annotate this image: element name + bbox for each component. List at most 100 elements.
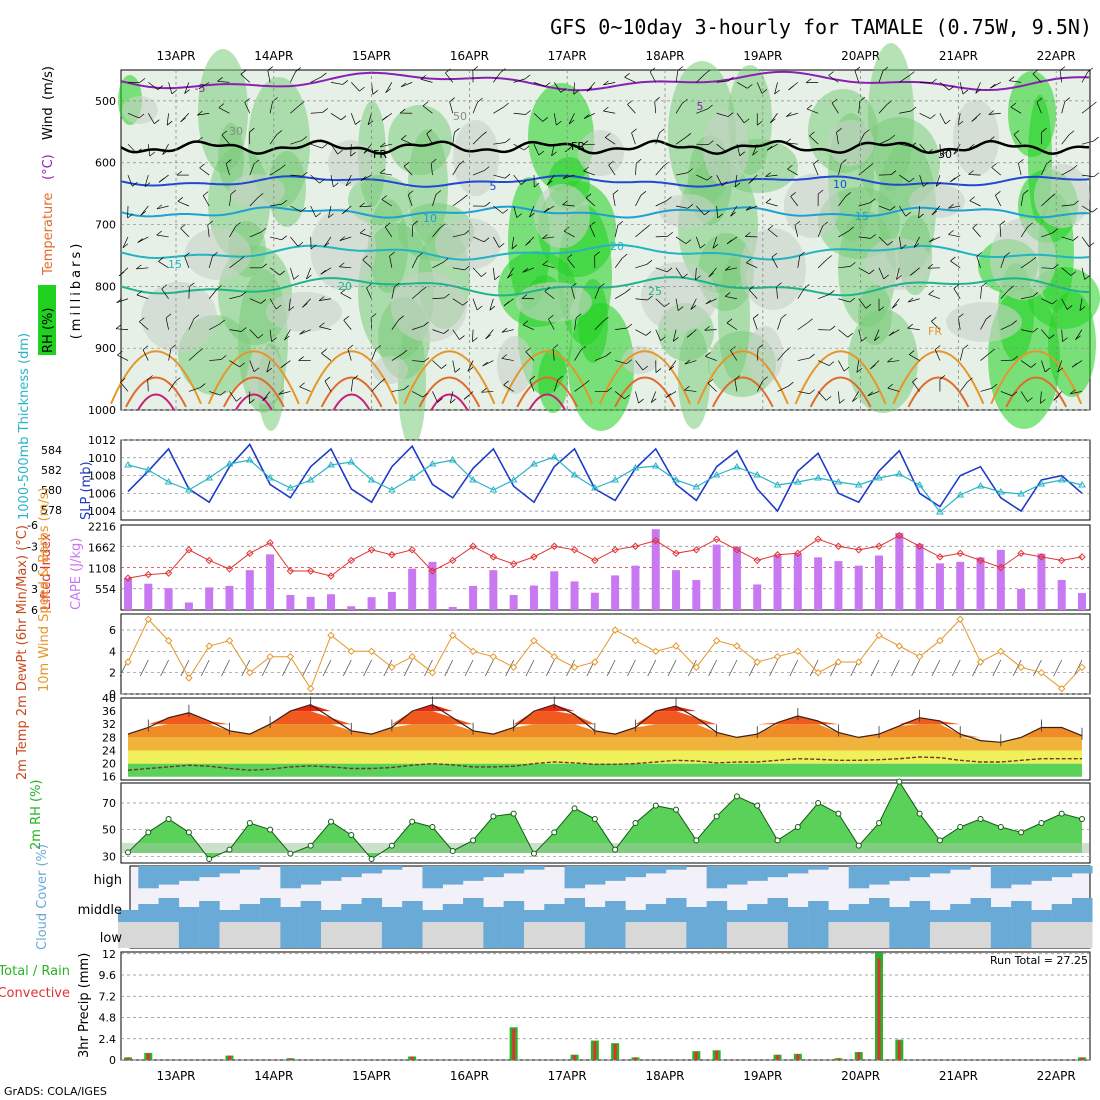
wind10-barb	[403, 659, 413, 677]
date-top-label: 13APR	[156, 49, 195, 63]
wind-barb-flag	[809, 131, 815, 137]
wind-barb-flag	[139, 78, 146, 83]
wind-barb-flag	[644, 224, 650, 230]
thickness-point	[1037, 480, 1046, 487]
wind-barb-flag	[687, 168, 693, 173]
wind-barb-flag	[504, 173, 511, 179]
cape-bar	[469, 585, 478, 610]
rh-tick-label: 30	[102, 850, 116, 863]
cloud-middle-bar	[1011, 901, 1032, 922]
wind-barb	[177, 200, 190, 207]
cape-bar	[529, 585, 538, 610]
lifted-index-point	[489, 553, 498, 561]
wind-barb	[887, 360, 900, 363]
wind-barb	[290, 205, 302, 212]
wind-barb-flag	[935, 182, 942, 187]
thickness-point	[570, 471, 579, 478]
wind-barb	[432, 329, 444, 334]
wind-barb	[1021, 329, 1033, 333]
wind-barb	[912, 381, 920, 392]
wind-barb	[202, 195, 210, 207]
wind-barb	[675, 137, 687, 145]
wind-barb-flag	[717, 213, 723, 219]
cloud-high-bar	[787, 866, 809, 874]
wind-barb	[485, 329, 494, 340]
wind-barb	[635, 228, 645, 238]
wind-barb-flag	[136, 148, 142, 154]
wind-barb	[544, 291, 555, 300]
cloud-middle-bar	[463, 898, 484, 922]
wind-barb	[299, 386, 311, 392]
wind-barb-flag	[1053, 396, 1059, 401]
wind10-point	[408, 652, 416, 661]
wind-barb	[1081, 267, 1086, 280]
wind-barb-flag	[450, 398, 456, 404]
wind-barb-flag	[407, 190, 414, 195]
wind-barb	[614, 292, 626, 300]
wind-barb-flag	[687, 204, 694, 209]
wind-barb	[472, 267, 482, 277]
cloud-middle-bar	[503, 901, 525, 922]
cape-bar	[550, 571, 559, 610]
wind-barb-flag	[667, 232, 673, 237]
cloud-low-bar	[199, 922, 220, 948]
rh-dry-area	[229, 174, 285, 208]
wind-barb	[347, 348, 352, 361]
wind-barb-flag	[340, 288, 346, 294]
wind10-barb	[302, 659, 312, 677]
wind-barb-flag	[444, 293, 450, 299]
wind-barb	[909, 354, 920, 361]
wind-barb	[1070, 391, 1083, 395]
precip-conv-bar	[288, 1058, 292, 1060]
wind-barb-flag	[142, 345, 149, 351]
wind10-point	[773, 652, 782, 661]
wind-barb	[229, 391, 237, 402]
wind-barb	[948, 234, 961, 238]
wind-barb	[899, 174, 910, 183]
upper-tick-label: 600	[95, 157, 116, 170]
wind-barb	[673, 329, 677, 342]
wind-barb	[262, 391, 271, 402]
cloud-high-bar	[869, 866, 890, 885]
wind-barb-flag	[230, 189, 237, 195]
wind-barb	[310, 174, 320, 184]
wind-barb	[594, 320, 604, 330]
wind10-barb	[728, 659, 738, 677]
wind-barb-flag	[562, 200, 568, 206]
wind-barb-flag	[969, 196, 975, 202]
cape-bar	[448, 606, 457, 610]
wind-barb-flag	[207, 220, 213, 226]
rh-dry-area	[953, 100, 999, 176]
wind-barb	[594, 355, 607, 361]
wind-barb	[389, 255, 393, 268]
thickness-point	[387, 486, 396, 493]
wind-barb	[797, 322, 808, 330]
wind-barb-flag	[412, 220, 419, 226]
wind-tick-label: 6	[109, 624, 116, 637]
wind-barb	[935, 174, 941, 187]
wind-barb	[166, 113, 169, 126]
wind-barb-flag	[785, 138, 792, 143]
wind-barb-flag	[945, 119, 951, 125]
wind-barb-flag	[484, 201, 491, 207]
wind-barb-flag	[299, 101, 305, 106]
wind-barb-flag	[631, 128, 637, 134]
thickness-point	[245, 456, 254, 463]
wind-barb-flag	[604, 133, 611, 138]
cloud-low-bar	[361, 922, 383, 948]
wind-barb	[161, 288, 169, 299]
thickness-point	[611, 476, 620, 483]
wind-barb-flag	[948, 85, 955, 91]
wind-barb	[1000, 256, 1006, 268]
wind-barb-flag	[430, 158, 437, 164]
thickness-point	[327, 461, 335, 468]
rh-point	[936, 837, 943, 844]
wind-barb	[975, 82, 981, 94]
wind-barb-flag	[948, 230, 954, 235]
thickness-point	[773, 481, 782, 488]
wind-barb-flag	[421, 286, 427, 292]
cloud-high-bar	[564, 866, 586, 889]
wind-barb	[957, 317, 961, 330]
